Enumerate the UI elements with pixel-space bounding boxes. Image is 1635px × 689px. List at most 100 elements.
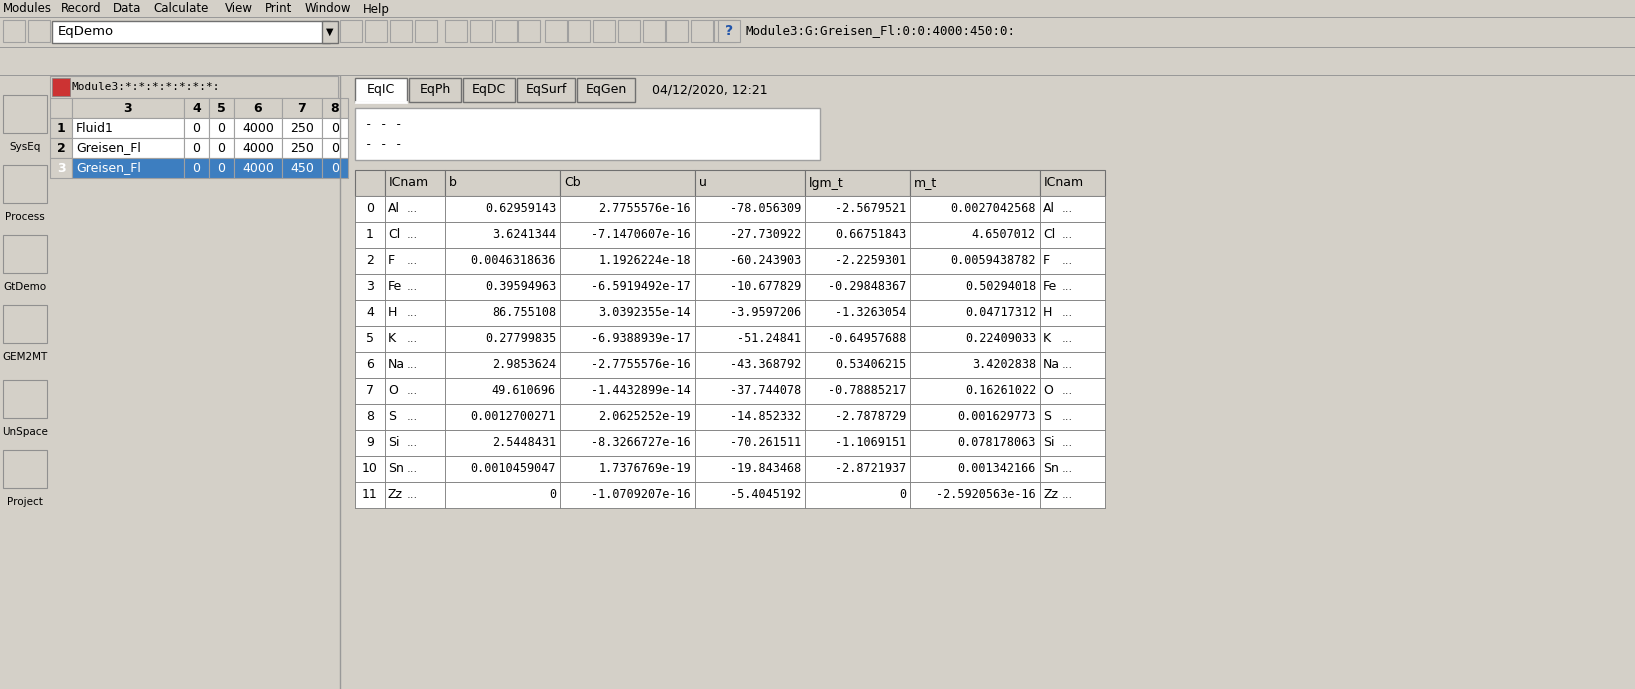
Text: ...: ...	[1063, 437, 1073, 449]
Bar	[355, 404, 1105, 430]
Text: -2.2259301: -2.2259301	[835, 254, 906, 267]
Bar	[804, 378, 911, 404]
Text: Calculate: Calculate	[154, 3, 208, 15]
Text: 450: 450	[289, 161, 314, 174]
Bar	[0, 18, 1635, 48]
Text: -27.730922: -27.730922	[729, 229, 801, 242]
Text: ICnam: ICnam	[389, 176, 428, 189]
Text: - - -: - - -	[365, 138, 402, 150]
Text: -1.3263054: -1.3263054	[835, 307, 906, 320]
Text: -2.5679521: -2.5679521	[835, 203, 906, 216]
Bar	[463, 78, 515, 102]
Text: ...: ...	[407, 203, 419, 216]
Text: F: F	[387, 254, 396, 267]
Bar	[72, 158, 185, 178]
Text: ...: ...	[407, 280, 419, 294]
Bar	[714, 20, 736, 42]
Text: -6.5919492e-17: -6.5919492e-17	[592, 280, 692, 294]
Bar	[804, 352, 911, 378]
Bar	[804, 222, 911, 248]
Bar	[234, 158, 281, 178]
Text: 4000: 4000	[242, 121, 275, 134]
Bar	[51, 98, 72, 118]
Bar	[355, 300, 1105, 326]
Text: 5: 5	[217, 101, 226, 114]
Text: 7: 7	[298, 101, 306, 114]
Bar	[3, 235, 47, 273]
Bar	[594, 20, 615, 42]
Bar	[322, 158, 348, 178]
Text: -43.368792: -43.368792	[729, 358, 801, 371]
Bar	[1040, 170, 1105, 196]
Text: 0.078178063: 0.078178063	[958, 437, 1037, 449]
Text: Process: Process	[5, 212, 44, 222]
Bar	[517, 78, 576, 102]
Text: 2.0625252e-19: 2.0625252e-19	[598, 411, 692, 424]
Bar	[365, 20, 387, 42]
Bar	[518, 20, 540, 42]
Bar	[355, 456, 1105, 482]
Text: -2.7878729: -2.7878729	[835, 411, 906, 424]
Text: 2: 2	[57, 141, 65, 154]
Bar	[445, 222, 561, 248]
Bar	[281, 118, 322, 138]
Text: EqGen: EqGen	[585, 83, 626, 96]
Bar	[355, 378, 1105, 404]
Text: -2.7755576e-16: -2.7755576e-16	[592, 358, 692, 371]
Text: ?: ?	[724, 24, 732, 38]
Bar	[561, 352, 695, 378]
Bar	[804, 326, 911, 352]
Bar	[911, 352, 1040, 378]
Text: 0.66751843: 0.66751843	[835, 229, 906, 242]
Text: -10.677829: -10.677829	[729, 280, 801, 294]
Bar	[445, 248, 561, 274]
Bar	[185, 138, 209, 158]
Bar	[804, 482, 911, 508]
Bar	[911, 404, 1040, 430]
Bar	[384, 378, 445, 404]
Bar	[355, 108, 821, 160]
Bar	[1040, 482, 1105, 508]
Text: 0.0010459047: 0.0010459047	[471, 462, 556, 475]
Bar	[695, 274, 804, 300]
Text: 3: 3	[366, 280, 374, 294]
Bar	[911, 456, 1040, 482]
Bar	[322, 98, 348, 118]
Text: 10: 10	[361, 462, 378, 475]
Text: 3.4202838: 3.4202838	[971, 358, 1037, 371]
Bar	[209, 158, 234, 178]
Bar	[384, 456, 445, 482]
Bar	[695, 170, 804, 196]
Text: Window: Window	[306, 3, 352, 15]
Bar	[445, 404, 561, 430]
Bar	[355, 430, 1105, 456]
Bar	[445, 456, 561, 482]
Text: 3: 3	[124, 101, 132, 114]
Text: -78.056309: -78.056309	[729, 203, 801, 216]
Bar	[3, 450, 47, 488]
Text: - - -: - - -	[365, 118, 402, 130]
Text: Si: Si	[387, 437, 399, 449]
Bar	[355, 170, 384, 196]
Bar	[355, 248, 1105, 274]
Bar	[355, 300, 384, 326]
Text: Sn: Sn	[387, 462, 404, 475]
Text: -0.29848367: -0.29848367	[827, 280, 906, 294]
Bar	[1040, 248, 1105, 274]
Text: 3.0392355e-14: 3.0392355e-14	[598, 307, 692, 320]
Text: m_t: m_t	[914, 176, 937, 189]
Bar	[804, 170, 911, 196]
Text: 2.5448431: 2.5448431	[492, 437, 556, 449]
Bar	[234, 98, 281, 118]
Text: EqDC: EqDC	[473, 83, 507, 96]
Bar	[209, 98, 234, 118]
Bar	[185, 118, 209, 138]
Text: 0.39594963: 0.39594963	[484, 280, 556, 294]
Text: 86.755108: 86.755108	[492, 307, 556, 320]
Bar	[72, 118, 185, 138]
Bar	[1040, 456, 1105, 482]
Text: -1.0709207e-16: -1.0709207e-16	[592, 489, 692, 502]
Bar	[695, 404, 804, 430]
Bar	[340, 20, 361, 42]
Bar	[322, 118, 348, 138]
